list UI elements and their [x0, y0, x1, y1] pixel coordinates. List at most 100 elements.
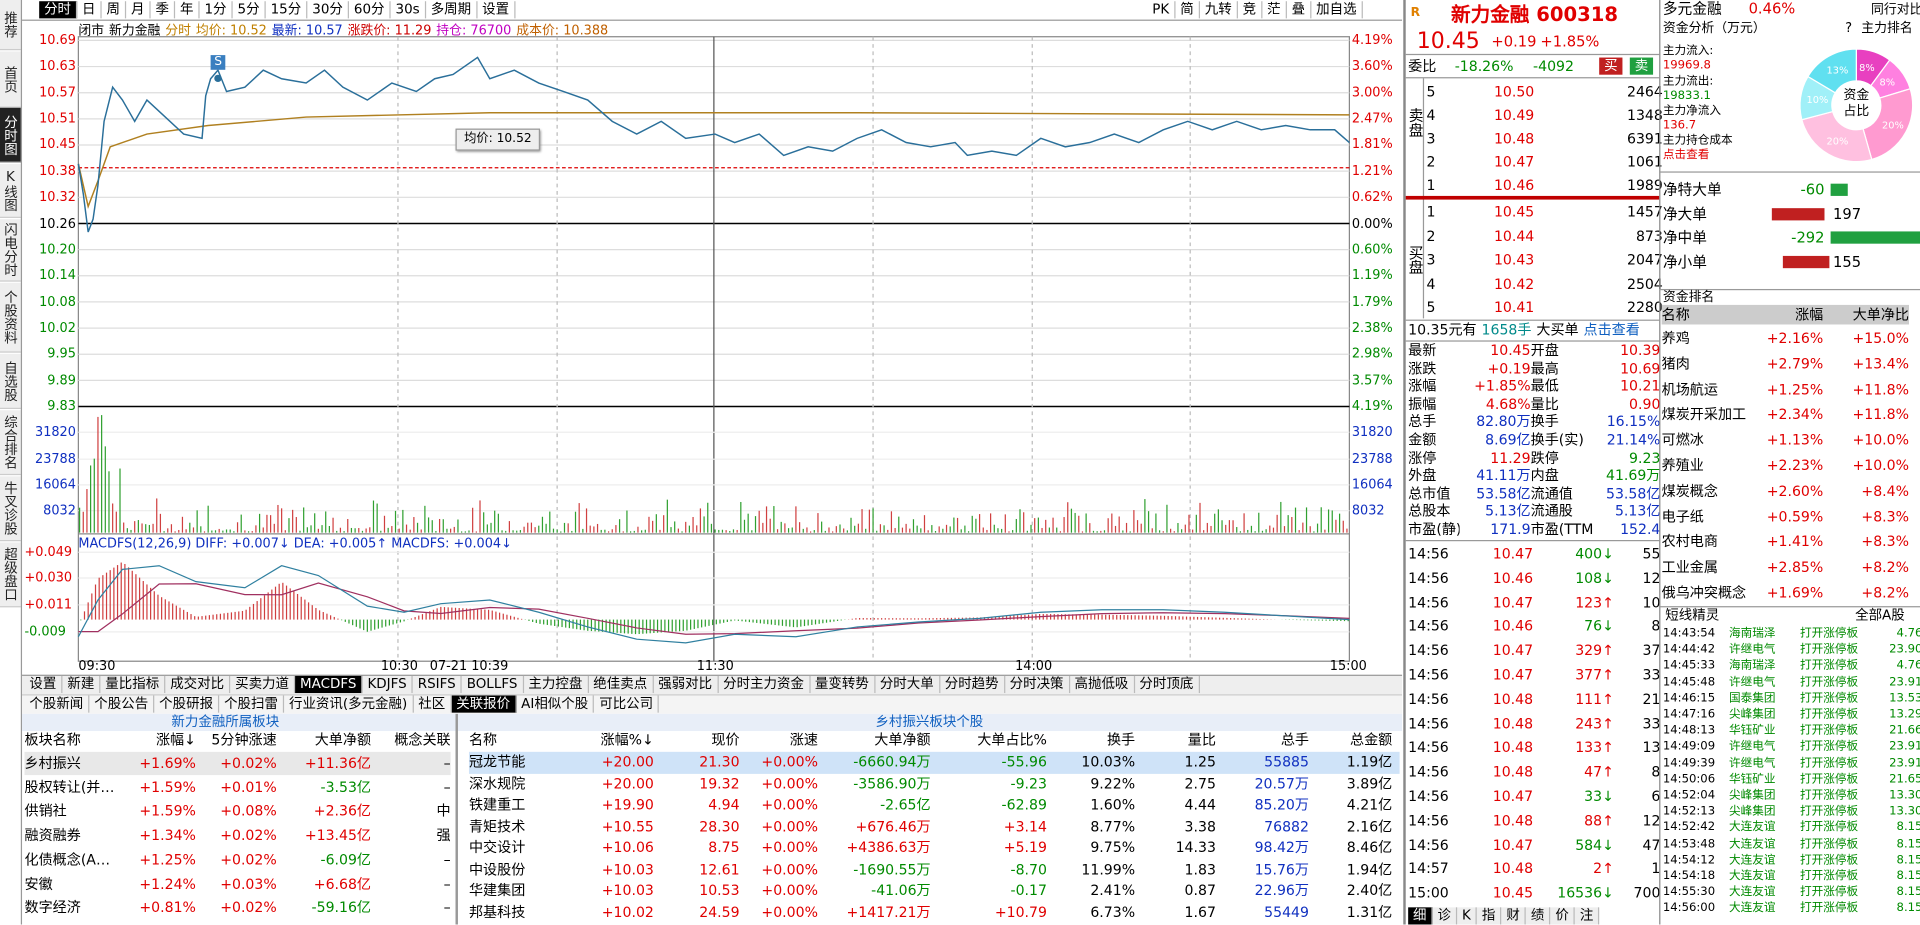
indicator-tab[interactable]: 绝佳卖点: [588, 675, 654, 694]
sector-row[interactable]: 安徽 +1.24% +0.03% +6.68亿 –: [24, 872, 450, 895]
bid-row[interactable]: 1 10.45 1457: [1427, 201, 1663, 224]
indicator-tab[interactable]: 新建: [62, 675, 101, 694]
news-tab[interactable]: 个股公告: [89, 695, 155, 713]
buy-button[interactable]: 买: [1599, 57, 1623, 75]
news-tab[interactable]: 个股新闻: [24, 695, 90, 713]
indicator-tab[interactable]: 主力控盘: [524, 675, 589, 694]
bid-row[interactable]: 4 10.42 2504: [1427, 272, 1663, 295]
indicator-tab[interactable]: 分时主力资金: [718, 675, 811, 694]
trade-row[interactable]: 14:56 10.47 377↑ 33: [1408, 664, 1660, 687]
sprite-row[interactable]: 14:52:04 尖峰集团 打开涨停板 13.30: [1663, 787, 1920, 803]
trade-row[interactable]: 14:56 10.46 108↓ 12: [1408, 567, 1660, 590]
indicator-tab[interactable]: KDJFS: [363, 675, 413, 694]
bid-row[interactable]: 2 10.44 873: [1427, 225, 1663, 248]
sprite-row[interactable]: 14:44:42 许继电气 打开涨停板 23.90: [1663, 642, 1920, 658]
indicator-tab[interactable]: BOLLFS: [462, 675, 524, 694]
sprite-row[interactable]: 14:55:30 大连友谊 打开涨停板 8.15: [1663, 884, 1920, 900]
sell-button[interactable]: 卖: [1629, 57, 1654, 75]
toolbar-button[interactable]: 日: [77, 1, 102, 19]
big-order[interactable]: 1658手: [1481, 320, 1532, 338]
rank-link[interactable]: 主力排名: [1861, 20, 1913, 36]
stat-row[interactable]: 涨跌 +0.19 最高 10.69: [1408, 360, 1660, 378]
indicator-tab[interactable]: RSIFS: [413, 675, 462, 694]
toolbar-button[interactable]: 设置: [477, 1, 516, 19]
sprite-row[interactable]: 14:46:15 国泰集团 打开涨停板 13.53: [1663, 690, 1920, 706]
side-tab[interactable]: 闪电分时: [0, 219, 21, 282]
indicator-tab[interactable]: 量变转势: [810, 675, 875, 694]
ranking-row[interactable]: 养殖业 +2.23% +10.0%: [1662, 453, 1909, 478]
stock-row[interactable]: 华建集团 +10.03 10.53 +0.00% -41.06万 -0.17 2.41% 0.…: [469, 880, 1392, 901]
sector-row[interactable]: 融资融券 +1.34% +0.02% +13.45亿 强: [24, 824, 450, 847]
sprite-row[interactable]: 14:56:00 大连友谊 打开涨停板 8.15: [1663, 900, 1920, 916]
toolbar-button[interactable]: 年: [175, 1, 200, 19]
indicator-tab[interactable]: 分时顶底: [1135, 675, 1200, 694]
sector-row[interactable]: 化债概念(A… +1.25% +0.02% -6.09亿 –: [24, 848, 450, 871]
toolbar-button[interactable]: 30分: [307, 1, 349, 19]
trade-row[interactable]: 14:57 10.48 2↑ 1: [1408, 858, 1660, 881]
toolbar-button[interactable]: 季: [151, 1, 176, 19]
toolbar-button[interactable]: 周: [102, 1, 127, 19]
stock-row[interactable]: 邦基科技 +10.02 24.59 +0.00% +1417.21万 +10.79 6.73…: [469, 902, 1392, 923]
toolbar-button[interactable]: 月: [126, 1, 151, 19]
sprite-row[interactable]: 14:45:48 许继电气 打开涨停板 23.91: [1663, 674, 1920, 690]
stock-row[interactable]: 中交设计 +10.06 8.75 +0.00% +4386.63万 +5.19 9.75% 1…: [469, 838, 1392, 859]
toolbar-button[interactable]: 多周期: [426, 1, 478, 19]
indicator-tab[interactable]: 高抛低吸: [1070, 675, 1135, 694]
stock-row[interactable]: 深水规院 +20.00 19.32 +0.00% -3586.90万 -9.23 9.22%…: [469, 773, 1392, 794]
big-order[interactable]: 点击查看: [1583, 320, 1640, 338]
ranking-row[interactable]: 可燃冰 +1.13% +10.0%: [1662, 428, 1909, 453]
toolbar-button[interactable]: 60分: [349, 1, 391, 19]
indicator-tab[interactable]: 分时决策: [1005, 675, 1070, 694]
stock-row[interactable]: 中设股份 +10.03 12.61 +0.00% -1690.55万 -8.70 11.99…: [469, 859, 1392, 880]
toolbar-button[interactable]: 茫: [1262, 1, 1287, 19]
trade-row[interactable]: 14:56 10.47 584↓ 47: [1408, 833, 1660, 856]
sprite-row[interactable]: 14:54:12 大连友谊 打开涨停板 8.15: [1663, 852, 1920, 868]
ask-row[interactable]: 4 10.49 1348: [1427, 104, 1663, 127]
stat-row[interactable]: 振幅 4.68% 量比 0.90: [1408, 395, 1660, 413]
stat-row[interactable]: 金额 8.69亿 换手(实) 21.14%: [1408, 431, 1660, 449]
news-tab[interactable]: 关联报价: [451, 695, 517, 713]
ranking-header[interactable]: 名称 涨幅 大单净比: [1661, 304, 1909, 325]
big-order[interactable]: 大买单: [1536, 320, 1579, 338]
stock-header[interactable]: 名称 涨幅%↓ 现价 涨速 大单净额 大单占比% 换手 量比 总手 总金额: [469, 729, 1392, 752]
trade-row[interactable]: 14:56 10.48 243↑ 33: [1408, 712, 1660, 735]
detail-tab[interactable]: 财: [1501, 907, 1526, 925]
stock-row[interactable]: 铁建重工 +19.90 4.94 +0.00% -2.65亿 -62.89 1.60% 4.4…: [469, 795, 1392, 816]
indicator-tab[interactable]: 强弱对比: [653, 675, 719, 694]
toolbar-button[interactable]: 30s: [391, 1, 426, 19]
trade-row[interactable]: 14:56 10.47 33↓ 6: [1408, 785, 1660, 808]
ranking-row[interactable]: 机场航运 +1.25% +11.8%: [1662, 377, 1909, 402]
sprite-row[interactable]: 14:54:18 大连友谊 打开涨停板 8.15: [1663, 868, 1920, 884]
ranking-row[interactable]: 电子纸 +0.59% +8.3%: [1662, 504, 1909, 529]
toolbar-button[interactable]: 叠: [1287, 1, 1312, 19]
trade-row[interactable]: 14:56 10.48 88↑ 12: [1408, 809, 1660, 832]
stat-row[interactable]: 涨停 11.29 跌停 9.23: [1408, 449, 1660, 467]
news-tab[interactable]: 个股扫雷: [219, 695, 285, 713]
detail-tab[interactable]: K: [1457, 907, 1478, 925]
ranking-row[interactable]: 猪肉 +2.79% +13.4%: [1662, 351, 1909, 376]
indicator-tab[interactable]: 分时大单: [875, 675, 940, 694]
stat-row[interactable]: 总股本 5.13亿 流通股 5.13亿: [1408, 503, 1660, 521]
news-tab[interactable]: AI相似个股: [516, 695, 595, 713]
ranking-row[interactable]: 农村电商 +1.41% +8.3%: [1662, 529, 1909, 554]
side-tab[interactable]: 自选股: [0, 353, 21, 409]
sprite-row[interactable]: 14:53:48 大连友谊 打开涨停板 8.15: [1663, 836, 1920, 852]
ranking-row[interactable]: 工业金属 +2.85% +8.2%: [1662, 555, 1909, 580]
indicator-tab[interactable]: MACDFS: [295, 675, 363, 694]
sprite-scope[interactable]: 全部A股: [1855, 607, 1905, 624]
detail-tab[interactable]: 绩: [1526, 907, 1551, 925]
news-tab[interactable]: 个股研报: [154, 695, 220, 713]
side-tab[interactable]: 推荐: [0, 0, 21, 51]
side-tab[interactable]: 分时图: [0, 107, 21, 163]
indicator-tab[interactable]: 买卖力道: [230, 675, 296, 694]
trade-row[interactable]: 14:56 10.46 76↓ 8: [1408, 615, 1660, 638]
sector-row[interactable]: 供销社 +1.59% +0.08% +2.36亿 中: [24, 800, 450, 823]
stat-row[interactable]: 市盈(静) 171.9 市盈(TTM) 152.4: [1408, 520, 1660, 538]
trade-row[interactable]: 14:56 10.47 329↑ 37: [1408, 639, 1660, 662]
side-tab[interactable]: 首页: [0, 51, 21, 108]
side-tab[interactable]: 综合排名: [0, 410, 21, 476]
news-tab[interactable]: 可比公司: [594, 695, 660, 713]
toolbar-button[interactable]: 九转: [1200, 1, 1238, 19]
side-tab[interactable]: 个股资料: [0, 282, 21, 353]
news-tab[interactable]: 行业资讯(多元金融): [284, 695, 414, 713]
